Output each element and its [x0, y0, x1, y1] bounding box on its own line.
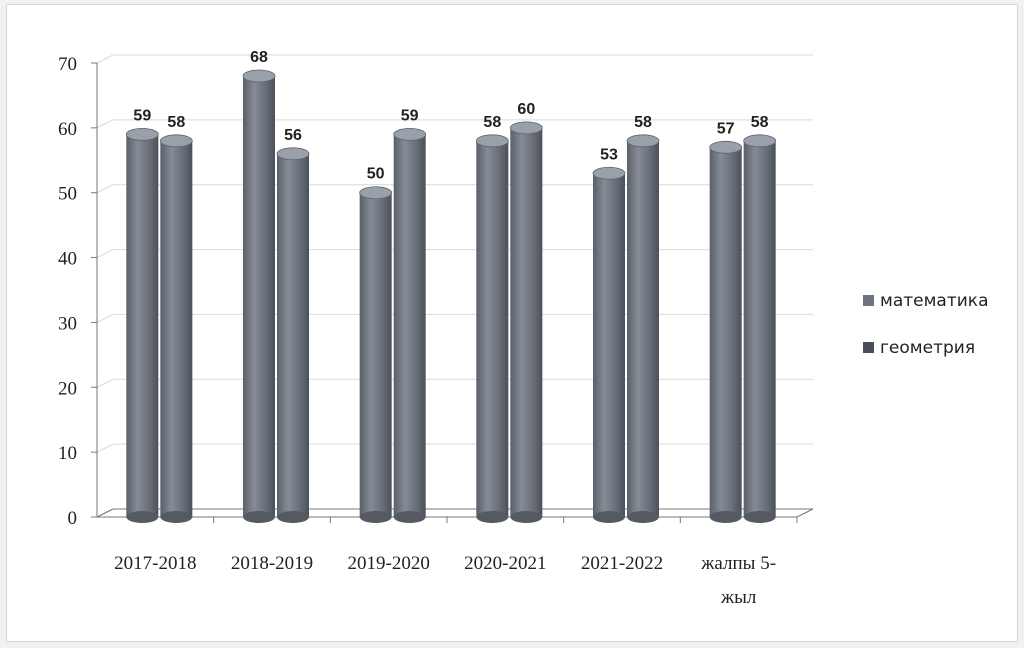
bar-top [393, 127, 427, 141]
y-tick-label: 60 [58, 119, 77, 140]
gridline-side [96, 313, 114, 323]
bar-top [592, 166, 626, 180]
chart-frame: 0 10 20 30 40 50 60 70 59 58 2017-2018 68 56 2018-201… [6, 4, 1018, 642]
bar-top [626, 134, 660, 148]
bar-geometriya [393, 134, 426, 518]
data-label: 58 [483, 114, 501, 131]
bar-base [510, 511, 543, 523]
bar-geometriya [510, 127, 543, 517]
y-tick-label: 20 [58, 378, 77, 399]
data-label: 59 [133, 107, 151, 124]
data-label: 53 [600, 146, 618, 163]
y-tick-label: 50 [58, 184, 77, 205]
bar-base [476, 511, 509, 523]
x-tick-label: жалпы 5-жыл [700, 553, 776, 608]
bar-matematika [126, 134, 159, 518]
y-tick-label: 40 [58, 249, 77, 270]
legend-label: математика [880, 291, 988, 311]
data-label: 59 [401, 107, 419, 124]
bar-base [593, 511, 625, 523]
bar-base [277, 511, 309, 523]
gridline-side [96, 119, 114, 129]
x-tick-label: 2020-2021 [464, 553, 546, 574]
floor-edge [96, 508, 114, 518]
gridline-side [96, 378, 114, 388]
bar-base [126, 511, 159, 523]
x-tick-label: 2018-2019 [231, 553, 313, 574]
legend: математика геометрия [863, 291, 988, 358]
x-tick-label: 2019-2020 [348, 553, 430, 574]
gridline-side [96, 184, 114, 194]
gridline-side [96, 54, 114, 64]
bar-matematika [243, 75, 275, 517]
y-tick-label: 0 [68, 508, 78, 529]
bar-top [125, 127, 159, 141]
bar-matematika [593, 173, 625, 517]
bar-matematika [476, 140, 509, 518]
data-label: 58 [167, 114, 185, 131]
bar-top [743, 134, 777, 148]
data-label: 56 [284, 127, 302, 144]
bar-top [509, 121, 543, 135]
bar-top [709, 140, 743, 154]
bar-base [160, 511, 193, 523]
legend-swatch [863, 342, 874, 353]
gridline-side [96, 249, 114, 259]
bar-geometriya [627, 140, 659, 518]
bar-base [743, 511, 776, 523]
y-tick-label: 10 [58, 443, 77, 464]
floor-edge [796, 508, 814, 518]
y-tick-label: 30 [58, 313, 77, 334]
bar-top [359, 186, 393, 200]
data-label: 50 [367, 166, 385, 183]
bar-chart: 0 10 20 30 40 50 60 70 59 58 2017-2018 68 56 2018-201… [58, 49, 988, 608]
data-label: 57 [717, 120, 735, 137]
bar-matematika [359, 192, 392, 517]
bar-base [243, 511, 275, 523]
bar-top [159, 134, 193, 148]
bar-geometriya [743, 140, 776, 518]
legend-label: геометрия [880, 338, 975, 358]
y-tick-label: 70 [58, 54, 77, 75]
bar-top [242, 69, 276, 83]
data-label: 58 [751, 114, 769, 131]
legend-swatch [863, 295, 874, 306]
bar-top [475, 134, 509, 148]
bar-matematika [709, 147, 742, 518]
data-label: 58 [634, 114, 652, 131]
bar-base [627, 511, 659, 523]
x-tick-label: 2021-2022 [581, 553, 663, 574]
bar-top [276, 147, 310, 161]
x-tick-label: 2017-2018 [114, 553, 196, 574]
data-label: 68 [250, 49, 268, 66]
bar-base [709, 511, 742, 523]
data-label: 60 [517, 101, 535, 118]
gridline-side [96, 443, 114, 453]
bar-geometriya [277, 153, 309, 518]
bar-geometriya [160, 140, 193, 518]
bar-base [393, 511, 426, 523]
bar-base [359, 511, 392, 523]
